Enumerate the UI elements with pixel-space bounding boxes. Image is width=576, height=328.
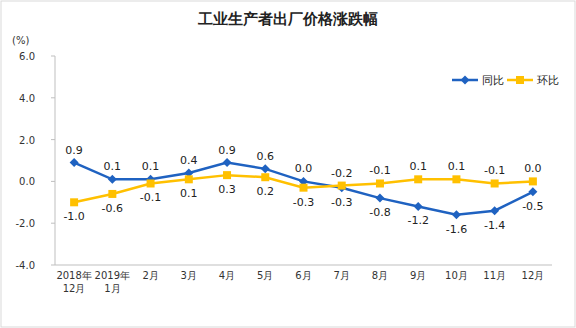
y-tick-label: -4.0 — [15, 260, 35, 271]
title: 工业生产者出厂价格涨跌幅 — [197, 10, 378, 28]
x-tick-label: 6月 — [295, 270, 311, 281]
data-label: -0.2 — [331, 167, 352, 180]
data-label: 0.0 — [524, 162, 542, 175]
legend-marker — [461, 76, 470, 85]
data-label: 0.6 — [257, 150, 275, 163]
point — [108, 175, 117, 184]
x-tick-label: 9月 — [410, 270, 426, 281]
point — [491, 179, 499, 187]
data-label: 0.1 — [104, 160, 122, 173]
point — [528, 187, 537, 196]
point — [414, 202, 423, 211]
y-tick-label: 6.0 — [19, 51, 35, 62]
y-tick-label: -2.0 — [15, 218, 35, 229]
data-label: -1.2 — [407, 214, 428, 227]
data-label: 0.2 — [257, 185, 275, 198]
point — [223, 171, 231, 179]
x-tick-label: 3月 — [181, 270, 197, 281]
data-label: 0.1 — [142, 160, 160, 173]
y-axis — [55, 56, 56, 265]
y-tick — [51, 181, 55, 182]
plot-area — [70, 158, 538, 219]
x-tick-label: 8月 — [372, 270, 388, 281]
point — [70, 198, 78, 206]
point — [452, 210, 461, 219]
y-tick — [51, 139, 55, 140]
x-tick-label: 2019年1月 — [95, 270, 130, 294]
data-label: -0.1 — [484, 164, 505, 177]
data-label: -0.8 — [369, 206, 390, 219]
data-label: -1.0 — [63, 210, 84, 223]
data-label: 0.1 — [409, 160, 427, 173]
point — [108, 190, 116, 198]
data-label: -1.4 — [484, 219, 505, 232]
legend-label: 环比 — [537, 74, 559, 87]
point — [300, 184, 308, 192]
legend-label: 同比 — [482, 74, 504, 87]
y-tick-label: 2.0 — [19, 135, 35, 146]
labels: 0.9 0.1 0.1 0.4 0.9 0.6 0.0 -0.3 -0.8 -1.2 -1.6 -1.… — [63, 144, 543, 236]
x-tick-label: 7月 — [334, 270, 350, 281]
point — [338, 182, 346, 190]
x-tick-label: 2018年12月 — [56, 270, 91, 294]
point — [376, 179, 384, 187]
data-label: 0.4 — [180, 154, 198, 167]
data-label: 0.1 — [448, 160, 466, 173]
y-tick — [51, 265, 55, 266]
data-label: -0.5 — [522, 200, 543, 213]
y-tick-label: 0.0 — [19, 176, 35, 187]
y-tick — [51, 97, 55, 98]
x-axis — [55, 265, 552, 266]
legend-marker — [516, 76, 524, 84]
data-label: -0.3 — [331, 196, 352, 209]
point — [529, 177, 537, 185]
data-label: 0.1 — [180, 187, 198, 200]
data-label: -0.3 — [293, 196, 314, 209]
data-label: -0.6 — [102, 202, 123, 215]
y-tick-label: 4.0 — [19, 93, 35, 104]
data-label: 0.9 — [65, 144, 83, 157]
point — [452, 175, 460, 183]
point — [261, 164, 270, 173]
legend-item: 同比 — [452, 74, 504, 87]
legend-item: 环比 — [507, 74, 559, 87]
data-label: -0.1 — [140, 191, 161, 204]
data-label: -1.6 — [446, 223, 467, 236]
point — [185, 175, 193, 183]
x-tick-label: 10月 — [445, 270, 468, 281]
point — [223, 158, 232, 167]
point — [70, 158, 79, 167]
y-tick — [51, 223, 55, 224]
x-tick-label: 11月 — [483, 270, 506, 281]
point — [375, 194, 384, 203]
x-tick-label: 5月 — [257, 270, 273, 281]
point — [261, 173, 269, 181]
x-tick-label: 2月 — [142, 270, 158, 281]
x-tick-label: 12月 — [522, 270, 545, 281]
frame — [1, 1, 575, 327]
data-label: 0.0 — [295, 162, 313, 175]
x-tick-label: 4月 — [219, 270, 235, 281]
data-label: 0.3 — [218, 183, 236, 196]
chart: 工业生产者出厂价格涨跌幅 (%) -4.0 -2.0 0.0 2.0 4.0 6.0 2018年… — [0, 0, 576, 328]
y-tick — [51, 56, 55, 57]
point — [490, 206, 499, 215]
data-label: -0.1 — [369, 164, 390, 177]
data-label: 0.9 — [218, 144, 236, 157]
point — [414, 175, 422, 183]
y-axis-label: (%) — [12, 35, 29, 46]
point — [147, 179, 155, 187]
